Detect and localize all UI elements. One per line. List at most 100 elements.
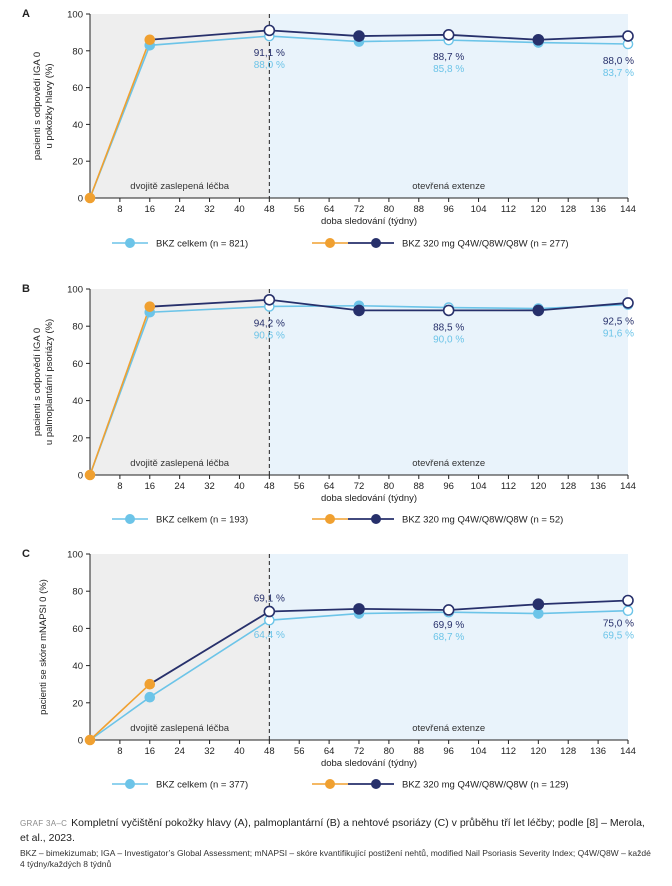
y-tick-label: 40 [72, 120, 83, 131]
x-tick-label: 16 [144, 204, 155, 215]
x-tick-label: 8 [117, 746, 122, 757]
chart-panel-a: 0 20 40 60 80 100 8 16 24 32 40 48 56 64 72 80 88 96 104 11… [22, 8, 636, 250]
x-tick-label: 112 [501, 746, 516, 757]
chart-panel-b: 0 20 40 60 80 100 8 16 24 32 40 48 56 64 72 80 88 96 104 11… [22, 283, 636, 526]
legend-marker-bkz-total [125, 238, 135, 248]
x-tick-label: 144 [620, 746, 636, 757]
panel-letter: C [22, 548, 30, 560]
value-label-bkz-320: 92,5 % [603, 317, 634, 328]
y-tick-label: 60 [72, 83, 83, 94]
value-label-bkz-total: 85,8 % [433, 64, 464, 75]
panel-letter: B [22, 283, 30, 295]
x-tick-label: 24 [174, 204, 185, 215]
figure-caption: GRAF 3A–C Kompletní vyčištění pokožky hla… [20, 816, 652, 845]
abbreviations-note: BKZ – bimekizumab; IGA – Investigator’s … [20, 848, 651, 869]
x-tick-label: 72 [354, 746, 365, 757]
x-tick-label: 88 [413, 746, 424, 757]
value-label-bkz-total: 83,7 % [603, 68, 634, 79]
bkz-320-point [622, 297, 634, 309]
value-label-bkz-320: 91,1 % [254, 48, 285, 59]
y-tick-label: 80 [72, 46, 83, 57]
bkz-320-point [353, 304, 365, 317]
value-label-bkz-total: 69,5 % [603, 631, 634, 642]
x-tick-label: 128 [560, 746, 576, 757]
x-tick-label: 120 [530, 481, 546, 492]
x-tick-label: 96 [443, 481, 454, 492]
bkz-320-point [532, 33, 545, 46]
bkz-320-point [144, 301, 156, 312]
extension-phase-region [269, 554, 628, 740]
bkz-320-line [149, 599, 629, 685]
y-axis-label: u pokožky hlavy (%) [44, 63, 55, 148]
x-tick-label: 48 [264, 481, 275, 492]
x-tick-label: 112 [501, 204, 516, 215]
bkz-320-point [532, 598, 545, 611]
legend-marker-bkz-total [125, 779, 135, 789]
x-tick-label: 40 [234, 481, 245, 492]
x-tick-label: 64 [324, 481, 335, 492]
legend: BKZ celkem (n = 377) BKZ 320 mg Q4W/Q8W/Q… [112, 779, 569, 791]
blinded-phase-region [90, 14, 270, 198]
bkz-320-initial-segment [89, 683, 151, 741]
x-tick-label: 128 [560, 204, 576, 215]
bkz-320-point [442, 28, 455, 41]
x-tick-label: 120 [530, 746, 546, 757]
y-axis-label: pacienti se skóre mNAPSI 0 (%) [38, 579, 49, 715]
x-tick-label: 56 [294, 746, 305, 757]
blinded-phase-region [90, 289, 270, 475]
bkz-320-point [84, 192, 96, 204]
bkz-total-point [144, 691, 156, 703]
x-tick-label: 56 [294, 204, 305, 215]
blinded-phase-label: dvojitě zaslepená léčba [130, 458, 229, 469]
y-tick-label: 100 [67, 550, 83, 561]
caption-label: GRAF 3A–C [20, 819, 68, 828]
blinded-phase-label: dvojitě zaslepená léčba [130, 181, 229, 192]
x-tick-label: 80 [384, 204, 395, 215]
x-tick-label: 24 [174, 481, 185, 492]
x-tick-label: 80 [384, 481, 395, 492]
bkz-320-point [442, 604, 455, 616]
value-label-bkz-total: 91,6 % [603, 329, 634, 340]
y-tick-label: 60 [72, 624, 83, 635]
value-label-bkz-320: 88,5 % [433, 322, 464, 333]
x-tick-label: 8 [117, 481, 122, 492]
x-tick-label: 40 [234, 746, 245, 757]
bkz-320-point [263, 605, 276, 618]
y-tick-label: 0 [78, 471, 83, 482]
x-tick-label: 88 [413, 481, 424, 492]
extension-phase-region [269, 289, 628, 475]
x-tick-label: 80 [384, 746, 395, 757]
bkz-total-point [533, 608, 544, 619]
x-tick-label: 128 [560, 481, 576, 492]
bkz-320-point [144, 34, 156, 46]
x-tick-label: 56 [294, 481, 305, 492]
y-tick-label: 40 [72, 661, 83, 672]
value-label-bkz-320: 94,2 % [254, 318, 285, 329]
value-label-bkz-total: 68,7 % [433, 632, 464, 643]
value-label-bkz-320: 69,1 % [254, 593, 285, 604]
bkz-320-line [149, 29, 629, 41]
x-tick-label: 64 [324, 204, 335, 215]
legend-marker-bkz-320 [371, 238, 381, 248]
value-label-bkz-320: 88,0 % [603, 56, 634, 67]
x-tick-label: 104 [471, 481, 487, 492]
legend-marker-bkz-320-lead [325, 779, 335, 789]
x-tick-label: 16 [144, 481, 155, 492]
bkz-320-point [353, 603, 365, 615]
y-tick-label: 40 [72, 396, 83, 407]
x-axis-label: doba sledování (týdny) [321, 758, 417, 769]
y-tick-label: 100 [67, 10, 83, 21]
bkz-total-point [622, 605, 634, 617]
bkz-320-line [149, 298, 629, 312]
blinded-phase-label: dvojitě zaslepená léčba [130, 723, 229, 734]
bkz-320-point [532, 304, 545, 317]
extension-phase-label: otevřená extenze [412, 458, 485, 469]
legend-label-bkz-320: BKZ 320 mg Q4W/Q8W/Q8W (n = 277) [402, 239, 569, 250]
x-tick-label: 8 [117, 204, 122, 215]
value-label-bkz-total: 90,0 % [433, 334, 464, 345]
x-tick-label: 32 [204, 746, 215, 757]
chart-panel-c: 0 20 40 60 80 100 8 16 24 32 40 48 56 64 72 80 88 96 104 11… [22, 548, 636, 791]
x-tick-label: 48 [264, 204, 275, 215]
extension-phase-label: otevřená extenze [412, 181, 485, 192]
